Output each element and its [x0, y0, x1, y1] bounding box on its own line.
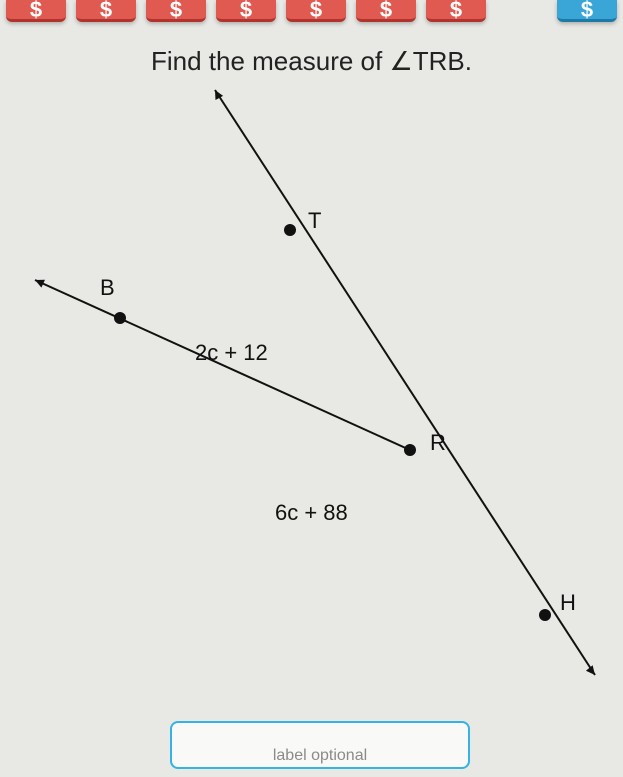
top-tile-bar: $ $ $ $ $ $ $ $	[0, 0, 623, 26]
expr-TRB: 2c + 12	[195, 340, 268, 366]
currency-tile[interactable]: $	[216, 0, 276, 22]
currency-tile[interactable]: $	[557, 0, 617, 22]
question-prompt: Find the measure of ∠TRB.	[0, 46, 623, 77]
currency-tile[interactable]: $	[76, 0, 136, 22]
currency-tile[interactable]: $	[146, 0, 206, 22]
currency-tile[interactable]: $	[356, 0, 416, 22]
currency-tile[interactable]: $	[426, 0, 486, 22]
diagram-svg	[0, 80, 623, 690]
answer-input-box[interactable]: label optional	[170, 721, 470, 769]
point-label-R: R	[430, 430, 446, 456]
prompt-leading: Find the measure of	[151, 46, 389, 76]
expr-BRH: 6c + 88	[275, 500, 348, 526]
point-label-T: T	[308, 208, 321, 234]
answer-hint: label optional	[273, 747, 367, 765]
currency-tile[interactable]: $	[286, 0, 346, 22]
point-label-B: B	[100, 275, 115, 301]
prompt-angle-name: TRB.	[413, 46, 472, 76]
currency-tile[interactable]: $	[6, 0, 66, 22]
angle-symbol: ∠	[389, 47, 412, 76]
geometry-diagram: T B R H 2c + 12 6c + 88	[0, 80, 623, 690]
point-label-H: H	[560, 590, 576, 616]
